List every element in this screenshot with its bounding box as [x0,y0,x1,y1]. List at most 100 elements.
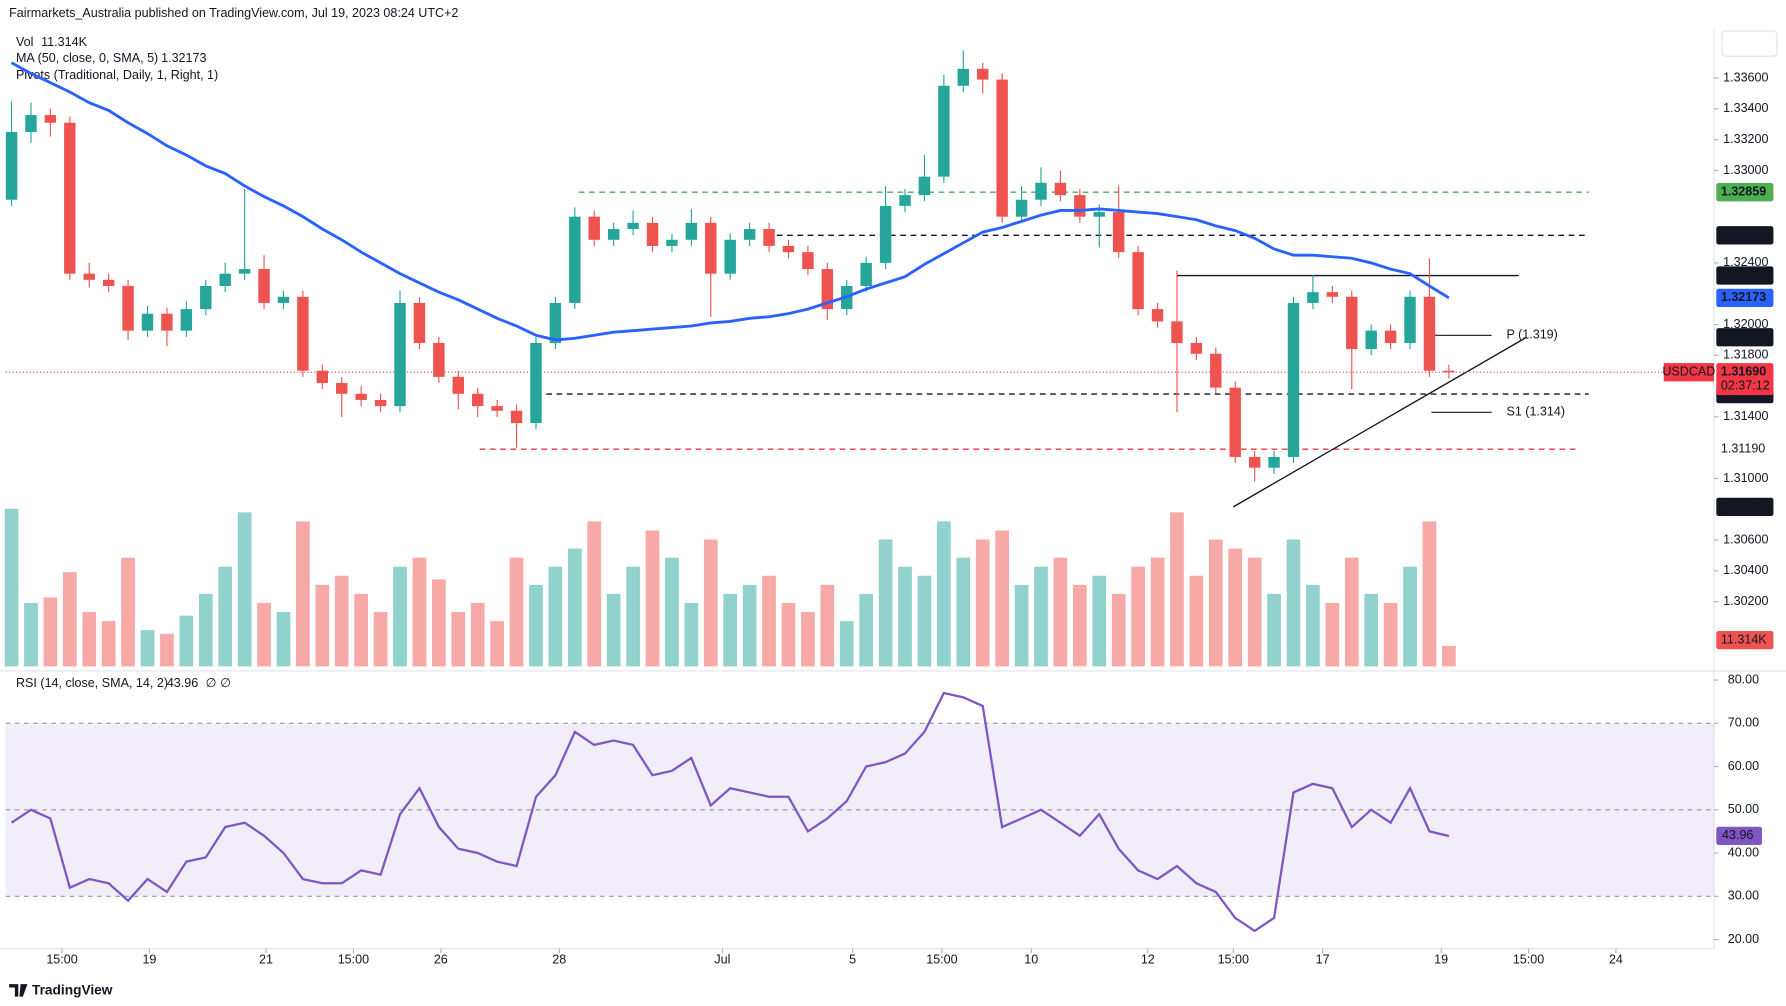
volume-bar [781,602,796,667]
volume-bar [742,584,757,667]
volume-bar [354,593,369,667]
volume-bar [1034,566,1048,667]
candle-body [627,222,639,230]
volume-bar [1072,584,1087,667]
volume-bar [995,530,1009,667]
candle-body [471,393,484,407]
symbol-badge: USDCAD [1662,365,1715,379]
candle-body [161,313,173,331]
candle-body [1287,302,1300,457]
pivot-label: P (1.319) [1506,328,1557,342]
candle-body [336,383,348,394]
candle-body [277,296,290,303]
logo-text: TradingView [32,983,113,998]
volume-bar [723,593,738,667]
volume-bar [1247,557,1262,667]
volume-bar [218,566,233,667]
legend-vol-name: Vol [16,35,33,49]
symbol-badge-bg [1663,363,1715,382]
candle-body [180,309,193,331]
rsi-tick-label: 70.00 [1728,716,1759,730]
candle-body [549,302,562,343]
top-button[interactable] [1721,30,1778,57]
candle-body [394,302,406,407]
volume-bar [1170,512,1184,667]
rsi-tick-label: 20.00 [1728,932,1759,946]
candle-body [1151,309,1164,322]
volume-bar [1131,566,1145,667]
time-tick-label: 5 [849,952,856,966]
candle-body [64,122,76,274]
volume-bar [315,584,330,667]
candle-body [1132,252,1144,310]
volume-bar [1189,575,1204,667]
price-tick-label: 1.30200 [1723,594,1768,608]
price-tick-label: 1.30600 [1723,532,1768,546]
candle-body [996,79,1008,217]
volume-bar [470,602,485,667]
candle-body [957,68,970,86]
candle-body [1423,296,1436,371]
candle-body [918,176,931,196]
volume-bar [373,612,388,667]
volume-bar [62,572,77,667]
candle-body [297,296,309,371]
time-tick-label: 21 [259,952,273,966]
candle-body [743,229,756,240]
candle-body [5,131,18,200]
volume-bar [490,621,504,667]
volume-bar [276,612,291,667]
price-tick-label: 1.32000 [1723,317,1768,331]
level-badge-bg [1716,183,1774,202]
volume-bar [839,621,854,667]
time-tick-label: 15:00 [1218,952,1249,966]
candle-body [413,302,426,343]
volume-bar [1364,593,1379,667]
rsi-tick-label: 50.00 [1728,802,1759,816]
volume-bar [451,612,466,667]
volume-bar [762,575,776,667]
legend-vol-value: 11.314K [41,35,87,49]
volume-bar [548,566,563,667]
legend-rsi-name: RSI (14, close, SMA, 14, 2) [16,676,168,690]
volume-bar [1014,584,1029,667]
candle-body [1015,199,1028,217]
candle-body [44,115,57,123]
candle-body [588,216,600,240]
volume-bar [956,557,971,667]
volume-bar [1422,521,1437,667]
rsi-tick-label: 30.00 [1728,889,1759,903]
legend-rsi-extra: ∅ ∅ [206,676,231,690]
time-tick-label: 10 [1024,952,1038,966]
trendline [1232,336,1527,508]
candle-body [83,273,95,280]
volume-bar [509,557,524,667]
time-tick-label: 17 [1316,952,1330,966]
publisher-line: Fairmarkets_Australia published on Tradi… [9,6,458,20]
candle-body [102,279,115,286]
candle-body [860,262,872,286]
volume-bar [237,512,252,667]
volume-bar [1383,602,1398,667]
candle-body [1054,182,1067,196]
candle-body [724,239,736,274]
volume-bar [412,557,427,667]
rsi-tick-label: 80.00 [1728,672,1759,686]
trendline-badge: 1.31917 [1721,330,1766,344]
volume-bar [1053,557,1068,667]
volume-bar [101,621,116,667]
candle-body [1074,195,1086,217]
candle-body [530,342,542,424]
candle-body [355,393,367,400]
candle-body [802,252,814,270]
volume-bar [529,584,543,667]
volume-bar [937,521,951,667]
candle-body [1035,182,1047,200]
price-tick-label: 1.31000 [1723,471,1768,485]
candle-body [763,229,775,246]
candle-body [782,245,795,253]
price-tick-label: 1.33400 [1723,101,1768,115]
candle-body [491,406,503,411]
